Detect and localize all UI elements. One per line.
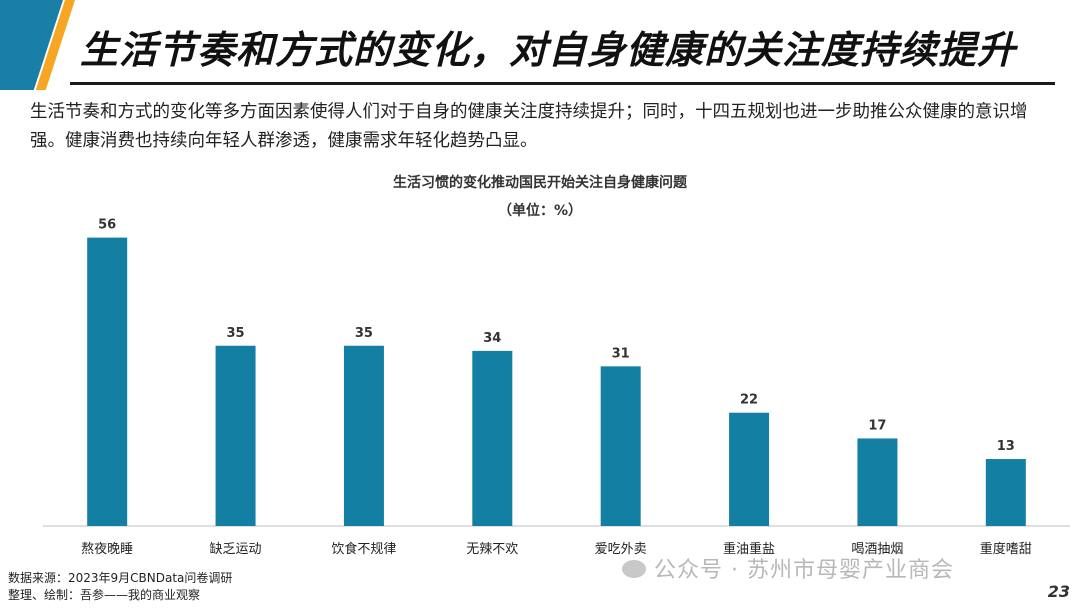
category-label-1: 缺乏运动 bbox=[210, 542, 262, 557]
chart-title: 生活习惯的变化推动国民开始关注自身健康问题 bbox=[393, 175, 687, 191]
value-label-0: 56 bbox=[98, 218, 116, 233]
chart-unit: （单位：%） bbox=[497, 203, 583, 219]
bar-4 bbox=[600, 366, 641, 526]
bar-0 bbox=[87, 237, 128, 526]
bar-6 bbox=[857, 438, 898, 526]
bar-3 bbox=[472, 350, 513, 526]
watermark: 公众号 · 苏州市母婴产业商会 bbox=[622, 552, 954, 584]
bar-1 bbox=[215, 345, 256, 526]
value-label-3: 34 bbox=[483, 331, 501, 346]
page-number: 23 bbox=[1047, 582, 1070, 601]
title-underline bbox=[70, 82, 1055, 85]
category-label-4: 爱吃外卖 bbox=[595, 541, 647, 557]
value-label-6: 17 bbox=[868, 418, 886, 433]
category-label-3: 无辣不欢 bbox=[466, 542, 518, 557]
wechat-icon bbox=[622, 560, 646, 578]
source-note: 数据来源：2023年9月CBNData问卷调研 bbox=[8, 571, 233, 585]
category-label-6: 喝酒抽烟 bbox=[851, 542, 903, 557]
intro-paragraph: 生活节奏和方式的变化等多方面因素使得人们对于自身的健康关注度持续提升；同时，十四… bbox=[30, 102, 1028, 151]
value-label-5: 22 bbox=[740, 393, 758, 408]
category-label-5: 重油重盐 bbox=[723, 541, 775, 557]
watermark-text: 公众号 · 苏州市母婴产业商会 bbox=[654, 558, 954, 583]
value-label-7: 13 bbox=[997, 439, 1015, 454]
credit-note: 整理、绘制：吾参——我的商业观察 bbox=[8, 588, 201, 602]
bar-2 bbox=[343, 345, 384, 526]
bar-5 bbox=[729, 412, 770, 526]
category-label-2: 饮食不规律 bbox=[331, 541, 396, 557]
bar-7 bbox=[985, 459, 1026, 526]
category-label-7: 重度嗜甜 bbox=[980, 541, 1032, 557]
page-title: 生活节奏和方式的变化，对自身健康的关注度持续提升 bbox=[80, 28, 1017, 72]
value-label-4: 31 bbox=[612, 346, 630, 361]
value-label-1: 35 bbox=[227, 326, 245, 341]
value-label-2: 35 bbox=[355, 326, 373, 341]
category-label-0: 熬夜晚睡 bbox=[81, 541, 133, 557]
